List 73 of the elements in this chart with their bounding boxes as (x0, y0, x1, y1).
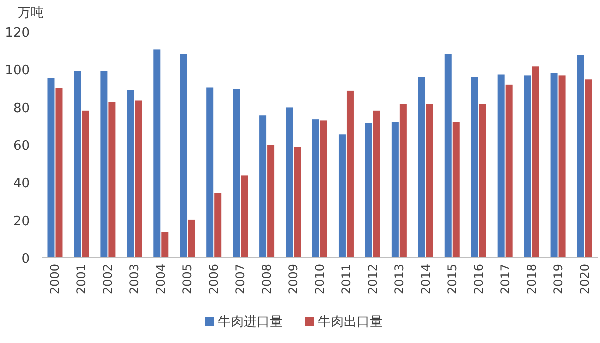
bar (74, 71, 82, 258)
bar (550, 73, 558, 258)
x-tick-label: 2011 (339, 264, 354, 295)
y-tick-label: 40 (13, 176, 30, 192)
bar (100, 71, 108, 258)
x-tick-label: 2003 (128, 264, 142, 295)
bar (400, 104, 407, 258)
bar (82, 110, 90, 258)
x-tick-label: 2005 (180, 264, 195, 295)
legend-label: 牛肉出口量 (318, 315, 383, 330)
bar (506, 84, 513, 258)
bar (127, 90, 134, 258)
bar (312, 120, 320, 258)
bar (48, 78, 55, 258)
bar (365, 123, 372, 258)
bar (241, 176, 248, 258)
x-tick-label: 2017 (498, 264, 512, 295)
bar (392, 122, 399, 258)
bar (260, 116, 267, 258)
x-tick-label: 2001 (74, 264, 89, 295)
bar (180, 54, 188, 258)
bar (108, 102, 116, 258)
x-tick-label: 2008 (260, 264, 274, 295)
y-tick-label: 0 (22, 252, 30, 267)
bar (532, 66, 540, 258)
x-tick-label: 2020 (578, 264, 592, 295)
bar (418, 77, 426, 258)
y-axis-title: 万吨 (18, 6, 44, 21)
bar (56, 88, 63, 258)
bar (558, 76, 566, 258)
x-tick-label: 2012 (366, 264, 380, 295)
x-tick-label: 2015 (445, 264, 460, 295)
x-tick-label: 2018 (524, 264, 539, 295)
y-tick-label: 60 (13, 139, 30, 154)
bar (162, 232, 169, 258)
y-tick-label: 80 (13, 101, 30, 116)
bar (346, 90, 354, 258)
x-tick-label: 2004 (154, 264, 168, 295)
bar (206, 88, 214, 258)
bar (524, 76, 532, 258)
bar (188, 220, 196, 258)
bar (577, 55, 584, 258)
bar (452, 122, 460, 258)
x-tick-label: 2010 (313, 264, 327, 295)
bar (479, 104, 486, 258)
bar (214, 193, 222, 258)
bar (498, 74, 505, 258)
x-tick-label: 2007 (234, 264, 248, 295)
bar (338, 134, 346, 258)
x-tick-label: 2016 (472, 264, 486, 295)
bar (268, 145, 275, 258)
x-tick-label: 2002 (101, 264, 116, 295)
x-tick-label: 2000 (48, 264, 62, 295)
x-tick-label: 2014 (418, 264, 433, 295)
x-tick-label: 2013 (392, 264, 406, 295)
bar (585, 80, 592, 258)
bar (426, 104, 434, 258)
bar (373, 110, 380, 258)
bar (320, 120, 328, 258)
y-tick-label: 120 (5, 26, 30, 41)
bar (294, 147, 302, 258)
x-tick-label: 2019 (551, 264, 566, 295)
y-tick-label: 100 (5, 64, 30, 79)
bar (286, 108, 294, 258)
legend-label: 牛肉进口量 (218, 315, 283, 330)
bar (135, 100, 142, 258)
x-tick-label: 2006 (207, 264, 222, 295)
bar (444, 54, 452, 258)
x-tick-label: 2009 (286, 264, 301, 295)
bar (471, 77, 478, 258)
bar (233, 89, 240, 258)
y-tick-label: 20 (13, 214, 30, 230)
bar (154, 50, 161, 258)
